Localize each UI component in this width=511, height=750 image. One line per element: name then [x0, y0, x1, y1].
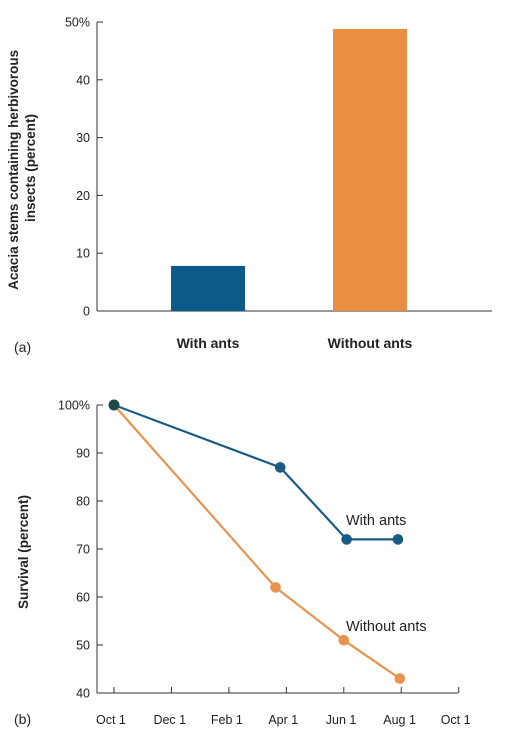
point-without-ants — [394, 673, 406, 684]
series-label-without-ants: Without ants — [346, 619, 427, 635]
panel-a-y-ticks: 0 10 20 30 40 50% — [65, 16, 103, 319]
panel-a-label: (a) — [14, 339, 31, 355]
series-label-with-ants: With ants — [346, 513, 406, 529]
bar-with-ants — [171, 265, 245, 311]
panel-b-x-tick-label: Jun 1 — [326, 713, 357, 727]
panel-b-y-tick-label: 80 — [76, 495, 90, 509]
line-without-ants — [113, 404, 401, 680]
panel-a-y-axis-title-line-2: insects (percent) — [23, 114, 38, 222]
panel-a-y-tick-label: 40 — [76, 73, 90, 87]
panel-b-line-chart: 40 50 60 70 80 90 100% Oct 1 Dec 1 Feb 1 Apr 1 Jun… — [14, 399, 471, 728]
panel-b-y-tick-label: 60 — [76, 591, 90, 605]
panel-b-y-tick-label: 40 — [76, 687, 90, 701]
panel-b-label: (b) — [14, 711, 31, 727]
panel-a-x-labels: With ants Without ants — [177, 335, 413, 351]
line-with-ants — [113, 403, 398, 541]
bar-without-ants — [333, 28, 407, 311]
point-without-ants — [270, 582, 281, 593]
panel-b-series-labels: With ants Without ants — [346, 513, 427, 635]
panel-a-y-tick-label: 20 — [76, 189, 90, 203]
point-without-ants — [338, 634, 350, 646]
panel-a-y-tick-label: 50% — [65, 16, 90, 30]
panel-a-bar-chart: 0 10 20 30 40 50% With ants Without ants Acaci… — [6, 16, 492, 355]
panel-a-y-tick-label: 0 — [83, 305, 90, 319]
panel-b-y-tick-label: 70 — [76, 543, 90, 557]
panel-a-y-axis-title: Acacia stems containing herbivorous inse… — [6, 46, 38, 290]
point-with-ants — [274, 462, 286, 473]
x-label-with-ants: With ants — [177, 335, 240, 351]
panel-b-y-axis-title: Survival (percent) — [16, 495, 31, 609]
panel-b-y-tick-label: 90 — [76, 447, 90, 461]
panel-a-y-tick-label: 30 — [76, 131, 90, 145]
panel-a-y-tick-label: 10 — [76, 247, 90, 261]
panel-b-x-tick-label: Oct 1 — [96, 713, 126, 727]
panel-a-axes — [96, 22, 492, 312]
panel-b-x-tick-label: Feb 1 — [211, 713, 243, 727]
point-start-shared — [108, 399, 120, 411]
panel-b-x-ticks: Oct 1 Dec 1 Feb 1 Apr 1 Jun 1 Aug 1 Oct 1 — [96, 687, 471, 727]
x-label-without-ants: Without ants — [328, 335, 413, 351]
panel-b-x-tick-label: Apr 1 — [268, 713, 298, 727]
panel-b-x-tick-label: Dec 1 — [153, 713, 186, 727]
panel-b-y-tick-label: 50 — [76, 639, 90, 653]
panel-a-y-axis-title-line-1: Acacia stems containing herbivorous — [6, 50, 21, 290]
panel-b-series-points — [108, 399, 406, 684]
panel-b-y-ticks: 40 50 60 70 80 90 100% — [58, 399, 103, 701]
point-with-ants — [392, 534, 404, 545]
panel-b-x-tick-label: Oct 1 — [441, 713, 471, 727]
panel-a-bars — [171, 28, 407, 311]
panel-b-y-tick-label: 100% — [58, 399, 90, 413]
panel-b-x-tick-label: Aug 1 — [383, 713, 416, 727]
point-with-ants — [341, 534, 352, 545]
panel-b-series-lines — [113, 403, 401, 680]
